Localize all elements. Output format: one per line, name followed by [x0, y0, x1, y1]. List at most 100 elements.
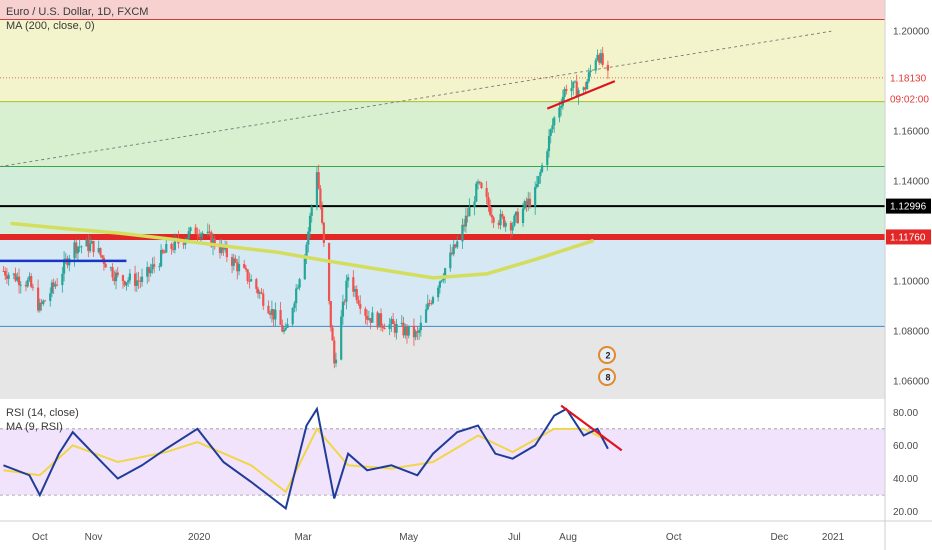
rsi-red-trendline — [560, 404, 623, 452]
candle-body-9 — [24, 284, 28, 287]
candle-body-204 — [497, 222, 500, 226]
x-tick-label: Aug — [559, 532, 577, 543]
candle-body-128 — [310, 206, 313, 216]
candle-body-156 — [379, 313, 383, 326]
price-zone-5 — [0, 326, 885, 397]
candle-body-57 — [139, 281, 142, 282]
candle-body-15 — [38, 302, 41, 311]
candle-body-30 — [75, 242, 78, 254]
candle-body-165 — [402, 322, 405, 336]
candle-body-225 — [547, 135, 551, 152]
candle-body-137 — [333, 340, 336, 364]
level-red-label-bg — [886, 229, 931, 245]
candle-body-169 — [412, 325, 416, 338]
candle-body-170 — [414, 331, 417, 338]
candle-body-132 — [321, 207, 324, 223]
candle-body-246 — [598, 54, 601, 63]
price-tick-label: 1.10000 — [893, 276, 930, 287]
candle-body-119 — [291, 308, 294, 325]
dashed-trendline — [0, 30, 832, 168]
candle-body-174 — [424, 309, 428, 323]
candle-body-109 — [267, 305, 270, 314]
candle-body-88 — [213, 238, 216, 247]
candle-body-43 — [104, 263, 107, 268]
candle-body-41 — [101, 255, 104, 258]
candle-body-196 — [476, 181, 480, 184]
candle-body-81 — [198, 234, 201, 238]
candle-body-25 — [62, 259, 66, 274]
candle-body-36 — [88, 243, 92, 252]
price-tick-label: 1.08000 — [893, 326, 930, 337]
candle-body-138 — [334, 359, 338, 364]
candle-body-68 — [165, 244, 168, 253]
candle-body-135 — [329, 301, 332, 328]
price-zone-4 — [0, 236, 885, 327]
candle-body-136 — [331, 327, 334, 341]
candle-body-226 — [549, 129, 552, 136]
candle-body-176 — [428, 303, 431, 305]
candle-body-134 — [327, 243, 331, 302]
candle-body-230 — [560, 106, 563, 108]
chart-header: Euro / U.S. Dollar, 1D, FXCM MA (200, cl… — [6, 5, 148, 33]
candle-body-177 — [430, 303, 433, 305]
candle-body-122 — [296, 287, 299, 289]
candle-body-112 — [272, 309, 275, 320]
candle-body-103 — [250, 279, 253, 282]
candle-body-209 — [509, 222, 513, 231]
candle-body-14 — [37, 287, 40, 311]
candle-body-154 — [376, 312, 379, 328]
candle-body-116 — [282, 329, 286, 332]
candle-body-117 — [284, 327, 287, 330]
x-tick-label: Oct — [666, 532, 682, 543]
candle-body-214 — [521, 208, 525, 224]
rsi-ma-line — [3, 427, 609, 494]
candle-body-44 — [109, 267, 112, 269]
candle-body-247 — [599, 53, 603, 63]
candle-body-184 — [449, 252, 452, 269]
candle-body-49 — [121, 275, 125, 282]
candle-body-106 — [258, 292, 261, 294]
candle-body-223 — [540, 165, 544, 172]
candle-body-202 — [490, 214, 493, 218]
candle-body-59 — [146, 267, 149, 277]
candle-body-10 — [26, 279, 29, 287]
candle-body-224 — [546, 151, 549, 166]
candle-body-178 — [431, 297, 435, 304]
candle-body-21 — [52, 282, 55, 287]
candle-body-83 — [201, 233, 204, 234]
x-tick-label: May — [399, 532, 418, 543]
candle-body-54 — [133, 273, 137, 286]
candle-body-241 — [586, 81, 589, 90]
candle-body-239 — [582, 87, 585, 91]
candle-body-205 — [499, 213, 502, 226]
candle-body-212 — [515, 211, 518, 216]
candle-body-105 — [256, 288, 260, 294]
x-tick-label: Mar — [294, 532, 312, 543]
candle-body-162 — [393, 324, 396, 333]
candle-body-213 — [516, 211, 519, 224]
candle-body-194 — [473, 201, 476, 207]
candle-body-187 — [454, 244, 457, 248]
candle-body-203 — [492, 217, 495, 223]
candle-body-190 — [463, 224, 466, 227]
candle-body-13 — [31, 286, 35, 288]
candle-body-236 — [573, 81, 577, 83]
x-tick-label: Nov — [85, 532, 103, 543]
candle-body-197 — [478, 181, 481, 183]
x-tick-label: 2020 — [188, 532, 211, 543]
candle-body-160 — [390, 319, 393, 325]
price-zone-1 — [0, 19, 885, 102]
price-tick-label: 1.20000 — [893, 27, 930, 38]
price-tick-label: 1.06000 — [893, 376, 930, 387]
candle-body-32 — [78, 246, 81, 248]
candle-body-126 — [307, 231, 310, 245]
rsi-band-fill — [0, 428, 885, 496]
candle-body-242 — [587, 72, 590, 82]
candle-body-34 — [85, 240, 88, 247]
candle-body-79 — [194, 227, 197, 234]
candle-body-133 — [322, 222, 325, 244]
candle-body-69 — [170, 244, 173, 249]
candle-body-94 — [230, 257, 234, 266]
candle-body-50 — [123, 281, 126, 286]
